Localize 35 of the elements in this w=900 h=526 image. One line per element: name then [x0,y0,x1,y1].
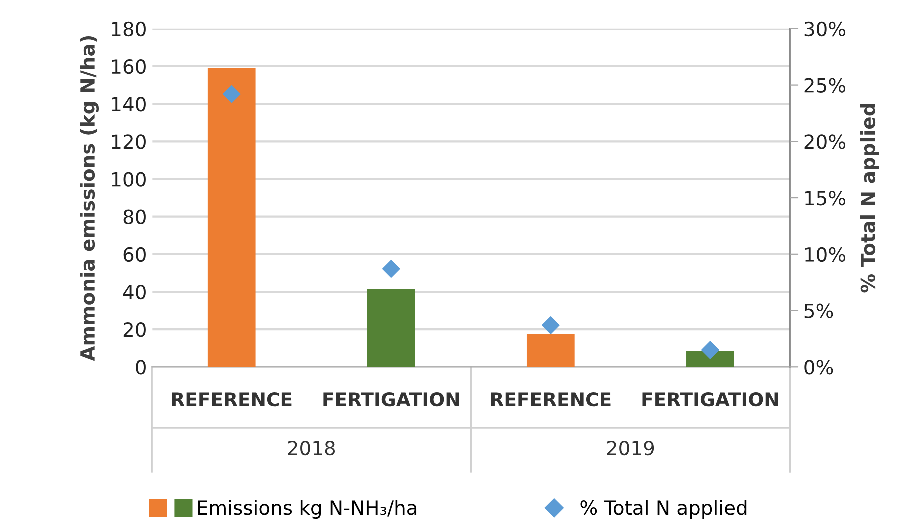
point [542,316,560,334]
y-tick-label: 100 [112,172,146,187]
bar [208,68,256,368]
point [382,260,400,278]
y2-tick-label: 20% [804,134,846,150]
text: 2019 [607,440,654,456]
y-axis-title: Ammonia emissions (kg N/ha) [80,36,100,362]
x-tick-label: REFERENCE [172,392,292,407]
y-tick-label: 0 [136,360,146,375]
bar [686,351,734,368]
bar [367,289,416,368]
text: 2018 [288,440,336,456]
bar [526,334,575,368]
legend-label: Emissions kg N-NH₃/ha [198,500,417,520]
y2-tick-label: 15% [806,190,846,206]
y2-tick-label: 5% [804,304,834,318]
x-tick-label: FERTIGATION [324,392,460,407]
y-tick-label: 20 [124,322,146,338]
y2-tick-label: 25% [804,78,846,93]
x-tick-label: FERTIGATION [642,392,778,407]
y-tick-label: 60 [124,247,146,262]
y-tick-label: 160 [112,59,146,74]
point [702,341,720,360]
y-tick-label: 120 [112,134,146,150]
y2-tick-label: 10% [806,247,846,262]
y-tick-label: 180 [112,22,146,37]
point [222,85,241,104]
x-tick-label: REFERENCE [491,392,611,407]
legend-label: % Total N applied [580,500,747,520]
y2-tick-label: 30% [804,22,846,37]
y-tick-label: 40 [123,284,146,300]
y-tick-label: 80 [124,210,146,224]
y2-axis-title: % Total N applied [860,104,880,293]
y2-tick-label: 0% [804,360,834,375]
y-tick-label: 140 [112,97,146,112]
